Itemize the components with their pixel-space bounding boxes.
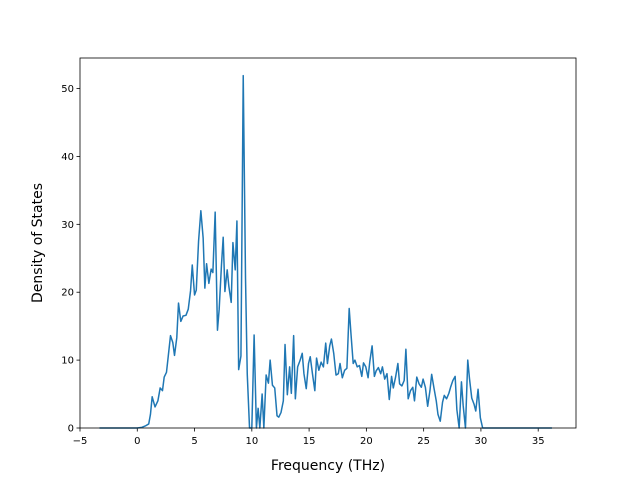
x-tick-label: 30 [475, 436, 488, 447]
y-tick-label: 50 [61, 84, 74, 95]
x-tick-label: 5 [191, 436, 197, 447]
y-tick-label: 0 [68, 424, 74, 435]
y-axis-label: Density of States [30, 183, 46, 303]
x-tick-label: −5 [73, 436, 88, 447]
y-tick-label: 30 [61, 220, 74, 231]
x-axis-label: Frequency (THz) [271, 458, 385, 474]
x-tick-label: 25 [417, 436, 430, 447]
x-tick-label: 0 [134, 436, 140, 447]
dos-series-line [99, 74, 552, 429]
plot-frame [79, 57, 577, 429]
y-tick-label: 40 [61, 152, 74, 163]
y-tick-label: 20 [61, 288, 74, 299]
x-axis-ticks: −5 0 5 10 15 20 25 30 35 [73, 428, 545, 447]
x-tick-label: 15 [303, 436, 316, 447]
y-tick-label: 10 [61, 356, 74, 367]
plot-background [80, 58, 576, 428]
x-tick-label: 35 [532, 436, 545, 447]
y-axis-ticks: 0 10 20 30 40 50 [61, 84, 80, 435]
x-tick-label: 20 [360, 436, 373, 447]
x-tick-label: 10 [245, 436, 258, 447]
